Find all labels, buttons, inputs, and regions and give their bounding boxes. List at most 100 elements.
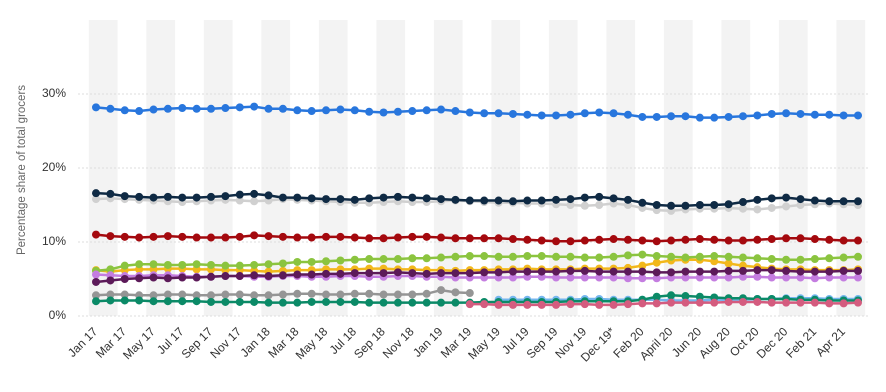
data-point [235,290,244,299]
data-point [753,266,762,275]
data-point [767,298,776,307]
data-point [854,111,862,120]
data-point [595,192,604,201]
data-point [178,297,187,306]
data-point [293,270,302,279]
data-point [681,292,690,301]
x-tick-label: May 18 [293,324,331,362]
data-point [480,196,489,205]
data-point [710,267,719,276]
data-point [595,108,604,117]
data-point [825,235,834,244]
x-tick-label: Apr 21 [813,324,848,359]
data-point [767,255,776,264]
data-point [595,201,604,209]
data-point [135,260,144,269]
data-point [638,112,647,121]
data-point [825,267,834,276]
data-point [667,268,676,277]
y-tick-label: 20% [42,160,66,174]
data-point [408,269,417,278]
data-point [350,106,359,115]
data-point [250,102,259,111]
data-point [580,193,589,202]
data-point [393,233,402,242]
data-point [192,260,201,269]
y-tick-label: 0% [49,308,67,322]
data-point [825,299,834,308]
data-point [580,300,589,309]
data-point [221,104,230,113]
data-point [207,233,216,242]
data-point [350,297,359,306]
data-point [796,201,805,209]
data-point [106,232,115,241]
data-point [120,290,129,299]
data-point [365,234,374,243]
x-tick-label: May 19 [465,324,503,362]
data-point [652,274,661,283]
data-point [365,255,374,264]
data-point [293,233,302,242]
data-point [580,201,589,210]
data-point [724,200,733,209]
data-point [623,300,632,309]
data-point [451,298,460,307]
data-point [278,271,287,280]
data-point [192,291,201,300]
data-point [379,298,388,307]
data-point [609,235,618,244]
data-point [437,269,446,278]
data-point [178,260,187,269]
data-point [322,269,331,278]
x-tick-label: April 20 [637,324,676,363]
series [92,102,862,122]
data-point [336,290,345,299]
data-point [566,110,575,119]
data-point [92,230,100,239]
data-point [422,289,431,298]
data-point [135,296,144,305]
data-point [350,269,359,278]
data-point [365,289,374,298]
data-point [379,234,388,243]
data-point [92,277,100,286]
series [92,286,474,300]
data-point [149,105,158,114]
data-point [724,259,733,268]
data-point [667,252,676,261]
data-point [465,108,474,117]
data-point [221,192,230,201]
data-point [667,201,676,210]
data-point [207,104,216,113]
data-point [623,195,632,204]
data-point [738,112,747,121]
data-point [120,296,129,305]
data-point [508,267,517,276]
data-point [839,253,848,262]
data-point [652,237,661,246]
data-point [810,274,819,283]
data-point [451,269,460,278]
data-point [609,273,618,282]
data-point [307,257,316,266]
data-point [566,195,575,204]
data-point [724,297,733,306]
data-point [796,273,805,282]
data-point [250,291,259,300]
data-point [451,252,460,261]
series [92,230,862,246]
data-point [753,254,762,263]
data-point [250,297,259,306]
data-point [854,266,862,275]
data-point [178,232,187,241]
data-point [264,191,273,200]
data-point [782,255,791,264]
x-tick-label: Sep 17 [179,324,216,361]
data-point [379,269,388,278]
data-point [508,252,517,261]
data-point [437,195,446,204]
data-point [135,233,144,242]
data-point [695,201,704,209]
data-point [480,234,489,243]
